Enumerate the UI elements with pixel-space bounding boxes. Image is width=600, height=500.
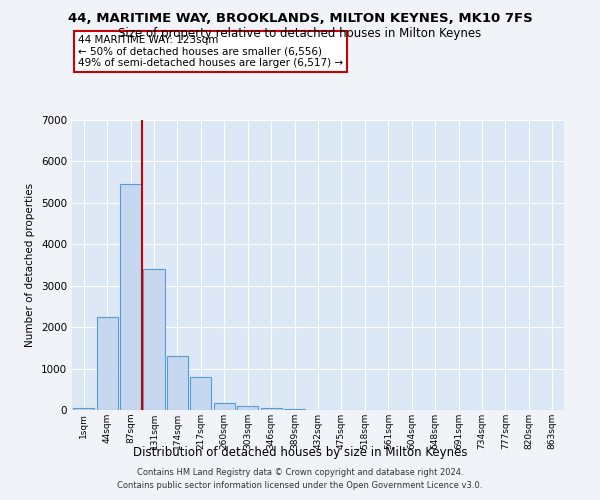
Bar <box>120 184 141 410</box>
Text: Contains HM Land Registry data © Crown copyright and database right 2024.: Contains HM Land Registry data © Crown c… <box>137 468 463 477</box>
Text: Distribution of detached houses by size in Milton Keynes: Distribution of detached houses by size … <box>133 446 467 459</box>
Text: Contains public sector information licensed under the Open Government Licence v3: Contains public sector information licen… <box>118 480 482 490</box>
Bar <box>214 403 235 410</box>
Y-axis label: Number of detached properties: Number of detached properties <box>25 183 35 347</box>
Bar <box>73 408 94 410</box>
Bar <box>284 409 305 410</box>
Bar <box>167 356 188 410</box>
Bar <box>97 317 118 410</box>
Bar <box>143 269 164 410</box>
Text: Size of property relative to detached houses in Milton Keynes: Size of property relative to detached ho… <box>118 28 482 40</box>
Text: 44, MARITIME WAY, BROOKLANDS, MILTON KEYNES, MK10 7FS: 44, MARITIME WAY, BROOKLANDS, MILTON KEY… <box>68 12 532 26</box>
Bar <box>260 408 281 410</box>
Bar <box>237 406 258 410</box>
Bar <box>190 377 211 410</box>
Text: 44 MARITIME WAY: 123sqm
← 50% of detached houses are smaller (6,556)
49% of semi: 44 MARITIME WAY: 123sqm ← 50% of detache… <box>78 35 343 68</box>
